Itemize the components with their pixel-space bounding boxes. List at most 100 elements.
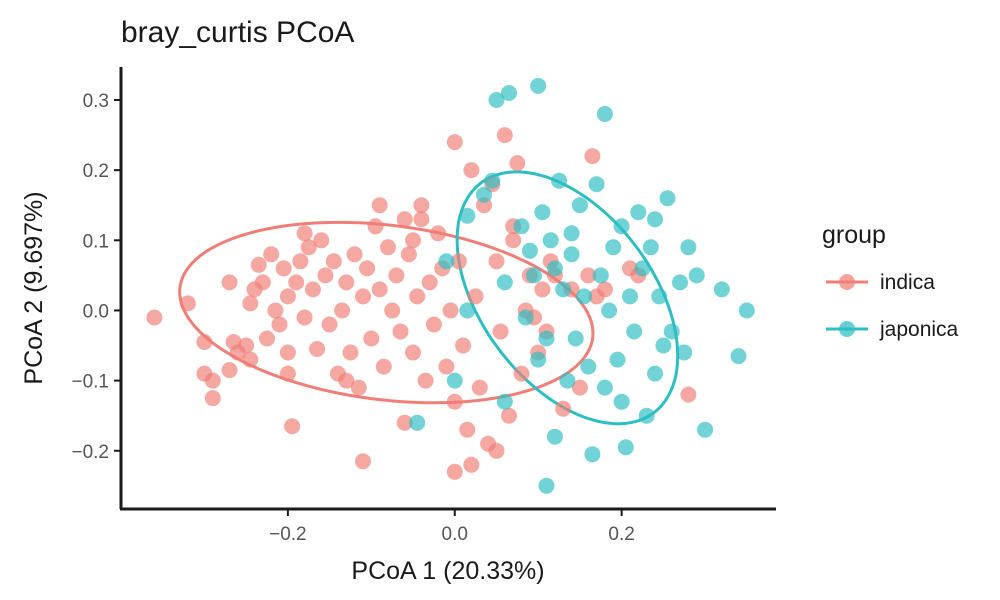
y-tick-label: 0.3 [83,91,109,112]
point-japonica [551,172,568,189]
point-japonica [446,372,463,389]
point-indica [388,267,405,284]
legend-key-dot-indica [839,274,855,290]
point-japonica [542,232,559,249]
point-japonica [605,239,622,256]
point-japonica [409,414,426,431]
point-japonica [546,428,563,445]
point-japonica [476,186,492,203]
point-japonica [730,348,747,365]
point-japonica [517,309,534,326]
point-japonica [659,190,676,207]
point-indica [204,372,221,389]
point-indica [334,302,351,319]
point-japonica [647,365,663,382]
point-indica [371,197,388,214]
point-indica [501,407,517,424]
point-indica [338,372,355,389]
point-indica [492,323,509,340]
point-indica [430,225,447,242]
point-japonica [638,407,655,424]
point-japonica [563,225,580,242]
point-japonica [655,337,672,354]
point-indica [488,253,505,270]
point-japonica [592,267,609,284]
point-japonica [459,302,476,319]
point-japonica [521,242,538,259]
point-indica [355,288,371,305]
point-indica [455,337,472,354]
point-indica [321,316,338,333]
point-japonica [676,344,693,361]
point-japonica [530,77,547,94]
point-indica [596,281,613,298]
point-indica [396,211,413,228]
point-indica [342,344,359,361]
point-japonica [584,446,601,463]
point-indica [288,274,305,291]
point-japonica [538,330,555,347]
point-japonica [484,172,501,189]
point-indica [446,393,463,410]
x-axis-title: PCoA 1 (20.33%) [351,557,544,585]
point-indica [263,246,280,263]
point-indica [471,379,488,396]
point-japonica [626,323,643,340]
point-indica [413,197,430,214]
point-indica [400,246,417,263]
point-indica [421,274,438,291]
point-indica [296,309,313,326]
point-indica [304,281,321,298]
point-indica [405,344,421,361]
point-indica [355,453,371,470]
point-indica [413,211,430,228]
point-indica [309,341,326,357]
point-indica [267,302,284,319]
legend-title: group [822,221,886,249]
point-indica [279,288,296,305]
point-indica [250,256,267,273]
point-indica [446,134,463,151]
point-japonica [559,372,576,389]
point-japonica [713,281,730,298]
point-japonica [609,351,626,368]
legend-key-dot-japonica [839,321,855,337]
chart-title: bray_curtis PCoA [121,16,354,49]
point-indica [325,253,342,270]
point-indica [417,372,434,389]
point-indica [346,246,363,263]
point-indica [221,274,238,291]
point-indica [221,362,238,379]
point-japonica [567,330,584,347]
point-japonica [697,421,714,438]
point-japonica [496,393,513,410]
point-indica [392,323,409,340]
point-japonica [588,176,605,193]
ellipse-indica [178,220,595,405]
point-indica [405,232,421,249]
point-indica [313,232,330,249]
point-indica [317,267,334,284]
y-tick-label: −0.2 [71,442,109,463]
y-tick-label: 0.2 [83,161,109,182]
point-japonica [459,207,476,224]
point-indica [371,281,388,298]
point-japonica [526,267,542,284]
point-japonica [680,239,697,256]
point-japonica [738,302,755,319]
point-japonica [596,106,613,122]
point-indica [555,400,572,417]
point-japonica [580,358,597,375]
y-axis-ticks: −0.2 −0.1 0.0 0.1 0.2 0.3 [71,91,121,463]
point-indica [196,334,213,350]
point-japonica [530,351,547,368]
legend: group indica japonica [822,221,959,341]
point-indica [179,295,196,312]
point-indica [367,218,384,235]
point-japonica [601,302,618,319]
point-indica [279,344,296,361]
point-indica [238,337,255,354]
x-tick-label: −0.2 [269,524,307,545]
point-indica [467,288,484,305]
point-indica [300,239,317,256]
